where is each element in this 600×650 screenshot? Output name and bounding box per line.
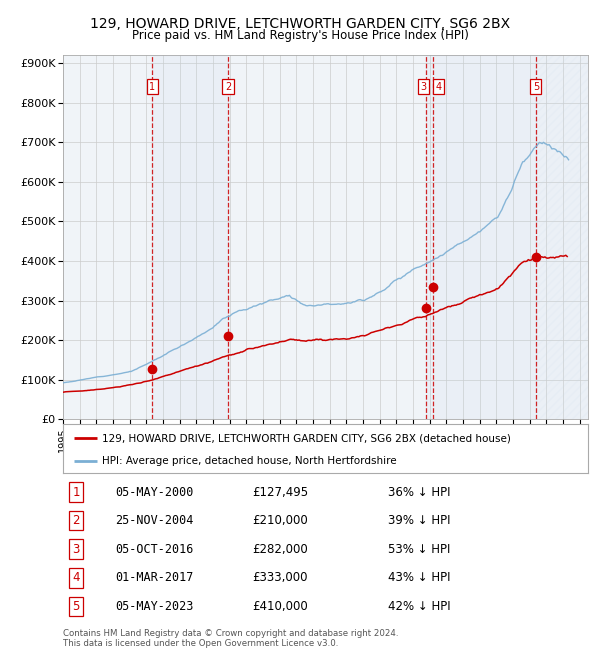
Text: 05-MAY-2023: 05-MAY-2023	[115, 600, 194, 613]
Bar	[152, 55, 228, 419]
Text: 43% ↓ HPI: 43% ↓ HPI	[389, 571, 451, 584]
Text: 1: 1	[73, 486, 80, 499]
Text: 36% ↓ HPI: 36% ↓ HPI	[389, 486, 451, 499]
Text: HPI: Average price, detached house, North Hertfordshire: HPI: Average price, detached house, Nort…	[103, 456, 397, 465]
Text: £127,495: £127,495	[252, 486, 308, 499]
Text: 5: 5	[533, 82, 539, 92]
Text: 129, HOWARD DRIVE, LETCHWORTH GARDEN CITY, SG6 2BX: 129, HOWARD DRIVE, LETCHWORTH GARDEN CIT…	[90, 17, 510, 31]
Text: £410,000: £410,000	[252, 600, 308, 613]
Text: 2: 2	[225, 82, 231, 92]
Text: 2: 2	[73, 514, 80, 527]
Text: £210,000: £210,000	[252, 514, 308, 527]
Text: 25-NOV-2004: 25-NOV-2004	[115, 514, 194, 527]
Text: £333,000: £333,000	[252, 571, 308, 584]
Text: £282,000: £282,000	[252, 543, 308, 556]
Text: 05-MAY-2000: 05-MAY-2000	[115, 486, 194, 499]
Bar	[536, 55, 600, 419]
Text: 39% ↓ HPI: 39% ↓ HPI	[389, 514, 451, 527]
Text: 3: 3	[420, 82, 426, 92]
Text: 05-OCT-2016: 05-OCT-2016	[115, 543, 194, 556]
Bar	[425, 55, 536, 419]
Text: 4: 4	[73, 571, 80, 584]
Text: Price paid vs. HM Land Registry's House Price Index (HPI): Price paid vs. HM Land Registry's House …	[131, 29, 469, 42]
Text: 3: 3	[73, 543, 80, 556]
Text: 129, HOWARD DRIVE, LETCHWORTH GARDEN CITY, SG6 2BX (detached house): 129, HOWARD DRIVE, LETCHWORTH GARDEN CIT…	[103, 433, 511, 443]
Text: 4: 4	[435, 82, 442, 92]
Text: 1: 1	[149, 82, 155, 92]
Text: 01-MAR-2017: 01-MAR-2017	[115, 571, 194, 584]
Text: Contains HM Land Registry data © Crown copyright and database right 2024.
This d: Contains HM Land Registry data © Crown c…	[63, 629, 398, 648]
Text: 42% ↓ HPI: 42% ↓ HPI	[389, 600, 451, 613]
Text: 53% ↓ HPI: 53% ↓ HPI	[389, 543, 451, 556]
Text: 5: 5	[73, 600, 80, 613]
